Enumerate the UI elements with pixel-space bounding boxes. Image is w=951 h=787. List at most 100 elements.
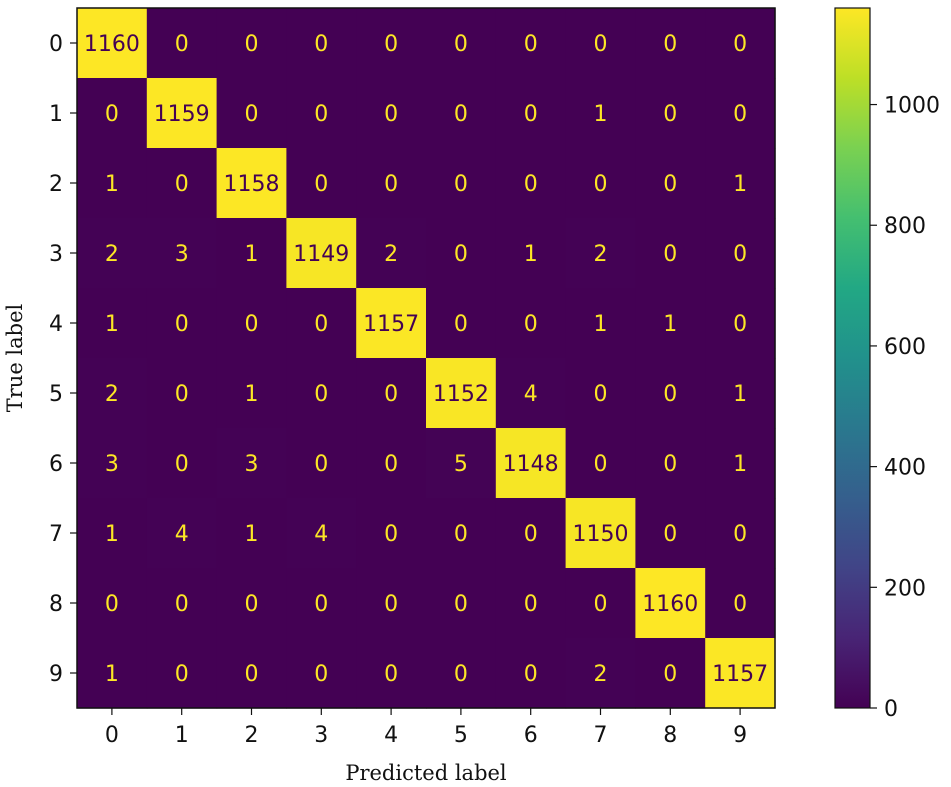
cell-label-9-8: 0 — [663, 662, 677, 687]
cell-label-8-4: 0 — [384, 592, 398, 617]
cell-6-3 — [286, 428, 357, 499]
cell-label-5-8: 0 — [663, 382, 677, 407]
cell-9-5 — [426, 638, 497, 709]
cell-label-3-5: 0 — [454, 242, 468, 267]
cell-4-2 — [216, 288, 287, 359]
cell-0-3 — [286, 8, 357, 79]
y-tick-label-8: 8 — [49, 592, 63, 617]
cell-6-0 — [77, 428, 148, 499]
cell-2-2 — [216, 148, 287, 219]
cell-7-2 — [216, 498, 287, 569]
cell-label-3-0: 2 — [105, 242, 119, 267]
cell-label-8-1: 0 — [175, 592, 189, 617]
x-tick-label-3: 3 — [314, 723, 328, 748]
cell-label-4-7: 1 — [594, 312, 608, 337]
x-axis-label: Predicted label — [345, 761, 507, 785]
cell-5-9 — [705, 358, 776, 429]
cell-4-5 — [426, 288, 497, 359]
y-axis-ticks: 0 1 2 3 4 5 6 7 8 9 — [49, 32, 77, 687]
cell-label-4-3: 0 — [314, 312, 328, 337]
cell-label-5-3: 0 — [314, 382, 328, 407]
cell-4-0 — [77, 288, 148, 359]
cell-label-5-1: 0 — [175, 382, 189, 407]
cell-label-0-7: 0 — [594, 32, 608, 57]
cell-4-3 — [286, 288, 357, 359]
cell-label-6-8: 0 — [663, 452, 677, 477]
x-tick-label-6: 6 — [524, 723, 538, 748]
cell-label-4-6: 0 — [524, 312, 538, 337]
cell-7-1 — [146, 498, 218, 569]
cell-label-2-0: 1 — [105, 172, 119, 197]
cell-2-5 — [426, 148, 497, 219]
cell-2-6 — [495, 148, 567, 219]
cell-label-1-5: 0 — [454, 102, 468, 127]
cell-label-8-7: 0 — [594, 592, 608, 617]
cell-label-1-7: 1 — [594, 102, 608, 127]
cell-3-7 — [565, 218, 636, 289]
cell-label-2-3: 0 — [314, 172, 328, 197]
cell-label-5-6: 4 — [524, 382, 538, 407]
cell-label-8-9: 0 — [733, 592, 747, 617]
cell-8-3 — [286, 568, 357, 639]
cell-5-3 — [286, 358, 357, 429]
x-tick-label-0: 0 — [105, 723, 119, 748]
cell-6-5 — [426, 428, 497, 499]
plot-frame — [76, 7, 776, 709]
cell-3-5 — [426, 218, 497, 289]
cell-5-6 — [495, 358, 567, 429]
cell-label-5-4: 0 — [384, 382, 398, 407]
y-tick-label-9: 9 — [49, 662, 63, 687]
cell-9-0 — [77, 638, 148, 709]
cell-0-1 — [146, 8, 218, 79]
y-tick-label-2: 2 — [49, 172, 63, 197]
cell-label-9-0: 1 — [105, 662, 119, 687]
colorbar — [834, 7, 871, 709]
cell-label-6-6: 1148 — [503, 452, 559, 477]
cell-7-7 — [565, 498, 636, 569]
cell-label-2-1: 0 — [175, 172, 189, 197]
cell-3-1 — [146, 218, 218, 289]
cell-8-5 — [426, 568, 497, 639]
colorbar-tick-label-600: 600 — [884, 335, 926, 360]
y-tick-label-7: 7 — [49, 522, 63, 547]
cell-label-2-2: 1158 — [224, 172, 280, 197]
cell-label-9-7: 2 — [594, 662, 608, 687]
cell-label-8-0: 0 — [105, 592, 119, 617]
cell-2-0 — [77, 148, 148, 219]
cell-label-1-9: 0 — [733, 102, 747, 127]
cell-7-3 — [286, 498, 357, 569]
cell-2-1 — [146, 148, 218, 219]
cell-8-7 — [565, 568, 636, 639]
cell-4-1 — [146, 288, 218, 359]
cell-label-9-6: 0 — [524, 662, 538, 687]
cell-label-0-6: 0 — [524, 32, 538, 57]
cell-0-9 — [705, 8, 776, 79]
cell-0-8 — [635, 8, 706, 79]
cell-6-9 — [705, 428, 776, 499]
cell-label-6-3: 0 — [314, 452, 328, 477]
cell-label-8-6: 0 — [524, 592, 538, 617]
x-tick-label-1: 1 — [175, 723, 189, 748]
cell-5-8 — [635, 358, 706, 429]
cell-label-7-8: 0 — [663, 522, 677, 547]
colorbar-tick-label-200: 200 — [884, 576, 926, 601]
x-tick-label-7: 7 — [594, 723, 608, 748]
cell-8-0 — [77, 568, 148, 639]
cell-label-2-9: 1 — [733, 172, 747, 197]
colorbar-tick-label-1000: 1000 — [884, 94, 940, 119]
cell-0-5 — [426, 8, 497, 79]
cell-label-2-8: 0 — [663, 172, 677, 197]
cell-6-4 — [356, 428, 427, 499]
cell-label-1-3: 0 — [314, 102, 328, 127]
cell-3-4 — [356, 218, 427, 289]
cell-1-2 — [216, 78, 287, 149]
cell-label-5-0: 2 — [105, 382, 119, 407]
cell-label-0-5: 0 — [454, 32, 468, 57]
cell-6-1 — [146, 428, 218, 499]
colorbar-tick-label-400: 400 — [884, 456, 926, 481]
cell-2-3 — [286, 148, 357, 219]
cell-label-9-3: 0 — [314, 662, 328, 687]
cell-3-0 — [77, 218, 148, 289]
cell-8-2 — [216, 568, 287, 639]
cell-label-2-7: 0 — [594, 172, 608, 197]
